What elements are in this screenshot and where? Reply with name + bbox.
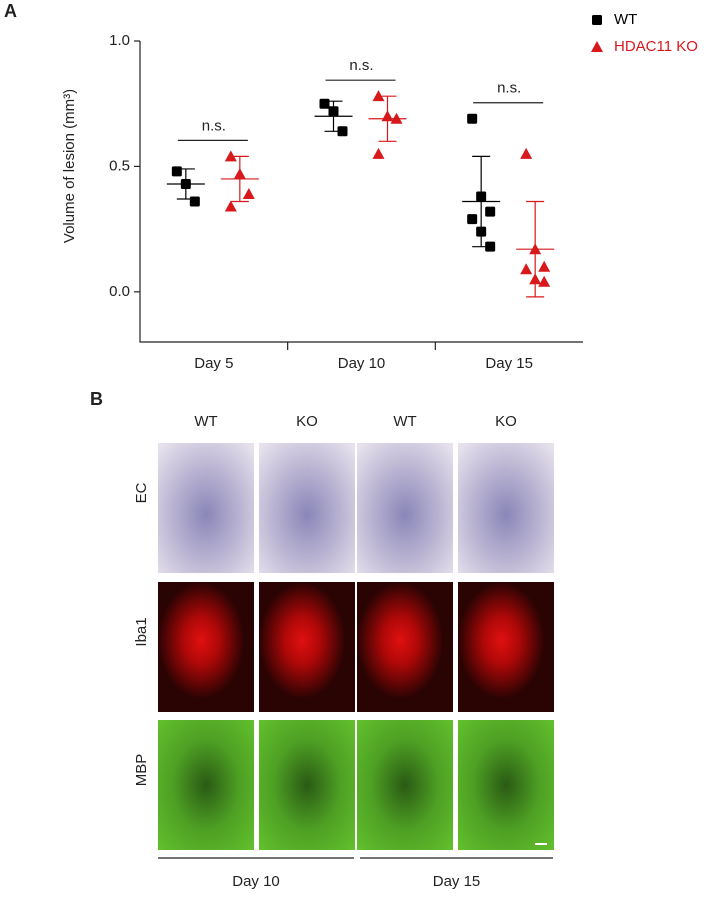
column-label: WT — [194, 413, 217, 430]
micrograph — [357, 582, 453, 712]
y-tick-label: 1.0 — [109, 32, 130, 49]
micrograph — [158, 443, 254, 573]
data-point — [529, 243, 542, 255]
data-point — [224, 200, 237, 212]
data-point — [242, 188, 255, 200]
group-label: Day 15 — [433, 873, 481, 890]
x-tick-label: Day 10 — [338, 355, 386, 372]
panel-label: B — [90, 389, 103, 409]
y-tick-label: 0.5 — [109, 157, 130, 174]
data-point — [529, 273, 542, 285]
y-tick-label: 0.0 — [109, 283, 130, 300]
micrograph — [458, 443, 554, 573]
data-point — [485, 241, 496, 252]
annotation: n.s. — [202, 117, 226, 134]
data-point — [476, 226, 487, 237]
data-point — [171, 166, 182, 177]
legend-label: WT — [614, 11, 637, 28]
micrograph — [357, 720, 453, 850]
x-tick-label: Day 15 — [485, 355, 533, 372]
data-point — [520, 147, 533, 159]
micrograph — [158, 582, 254, 712]
column-label: KO — [495, 413, 517, 430]
y-axis-label: Volume of lesion (mm³) — [61, 89, 78, 243]
micrograph — [158, 720, 254, 850]
data-point — [467, 214, 478, 225]
legend-label: HDAC11 KO — [614, 38, 698, 55]
column-label: WT — [393, 413, 416, 430]
row-label: Iba1 — [133, 617, 150, 646]
legend-marker — [591, 41, 603, 52]
column-label: KO — [296, 413, 318, 430]
data-point — [224, 150, 237, 162]
micrograph — [259, 582, 355, 712]
row-label: EC — [133, 482, 150, 503]
micrograph — [259, 443, 355, 573]
micrograph — [458, 720, 554, 850]
annotation: n.s. — [497, 80, 521, 97]
micrograph — [357, 443, 453, 573]
data-point — [390, 112, 403, 124]
annotation: n.s. — [349, 57, 373, 74]
data-point — [538, 275, 551, 287]
data-point — [520, 263, 533, 275]
data-point — [485, 206, 496, 217]
data-point — [180, 178, 191, 189]
data-point — [319, 98, 330, 109]
legend-marker — [592, 15, 602, 25]
data-point — [372, 147, 385, 159]
panel-label: A — [4, 1, 17, 21]
micrograph — [458, 582, 554, 712]
data-point — [328, 106, 339, 117]
data-point — [538, 260, 551, 272]
micrograph — [259, 720, 355, 850]
data-point — [476, 191, 487, 202]
data-point — [372, 90, 385, 102]
row-label: MBP — [133, 754, 150, 787]
data-point — [189, 196, 200, 207]
data-point — [337, 126, 348, 137]
group-label: Day 10 — [232, 873, 280, 890]
data-point — [467, 113, 478, 124]
data-point — [381, 110, 394, 122]
x-tick-label: Day 5 — [194, 355, 233, 372]
data-point — [233, 167, 246, 179]
